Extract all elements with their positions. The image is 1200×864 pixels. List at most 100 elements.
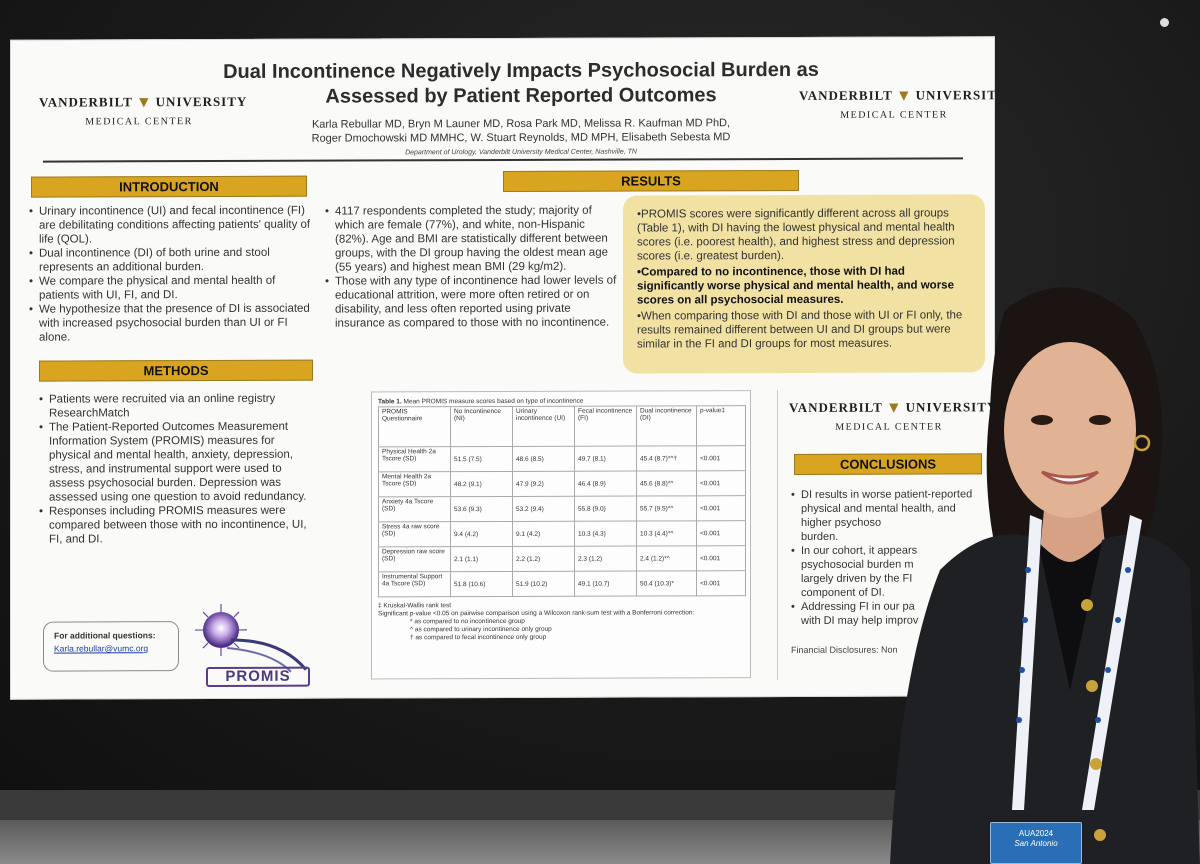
table-caption: Table 1. Mean PROMIS measure scores base… — [378, 397, 744, 406]
column-header: Fecal incontinence (FI) — [574, 406, 637, 447]
column-header: p-value‡ — [696, 405, 746, 446]
list-item: Urinary incontinence (UI) and fecal inco… — [29, 204, 311, 247]
vanderbilt-v-icon: ▼ — [135, 94, 153, 112]
contact-box: For additional questions: Karla.rebullar… — [43, 621, 179, 672]
table-cell: 51.8 (10.6) — [450, 571, 513, 597]
table-cell: 55.7 (9.5)*^ — [636, 495, 697, 522]
table-row: Physical Health 2a Tscore (SD) 51.5 (7.5… — [378, 445, 746, 472]
table-cell: 45.6 (8.8)*^ — [636, 470, 697, 497]
promis-logo-icon — [195, 603, 308, 673]
table-cell: <0.001 — [696, 470, 746, 496]
logo-word: VANDERBILT — [789, 399, 883, 415]
results-point-text: PROMIS scores were significantly differe… — [637, 207, 955, 263]
introduction-body: Urinary incontinence (UI) and fecal inco… — [29, 204, 311, 345]
table-cell: Physical Health 2a Tscore (SD) — [378, 446, 451, 472]
table-cell: 2.2 (1.2) — [512, 546, 575, 572]
table-note: Significant p-value <0.05 on pairwise co… — [378, 609, 695, 618]
column-header: No Incontinence (NI) — [450, 406, 513, 447]
list-item: Dual incontinence (DI) of both urine and… — [29, 246, 311, 275]
contact-question: For additional questions: — [54, 630, 156, 641]
logo-word: UNIVERSITY — [915, 87, 1008, 103]
table-note: † as compared to fecal incontinence only… — [410, 633, 547, 642]
title-divider — [43, 157, 963, 163]
table-cell: Stress 4a raw score (SD) — [378, 521, 451, 547]
table-cell: 55.8 (9.0) — [574, 496, 637, 522]
column-header: Urinary incontinence (UI) — [512, 406, 575, 447]
methods-header: METHODS — [39, 359, 313, 382]
column-divider — [777, 390, 778, 681]
research-poster: VANDERBILT ▼ UNIVERSITY MEDICAL CENTER VAN… — [10, 36, 1007, 700]
results-header: RESULTS — [503, 169, 799, 192]
results-table-panel: Table 1. Mean PROMIS measure scores base… — [371, 390, 751, 680]
badge-event: AUA2024 — [1018, 829, 1054, 838]
methods-body: Patients were recruited via an online re… — [39, 392, 315, 547]
vanderbilt-logo-right: VANDERBILT ▼ UNIVERSITY MEDICAL CENTER — [799, 87, 1007, 121]
table-cell: 9.4 (4.2) — [450, 521, 513, 547]
logo-subtitle: MEDICAL CENTER — [85, 116, 193, 128]
list-item: Responses including PROMIS measures were… — [39, 504, 315, 547]
table-cell: <0.001 — [696, 570, 746, 596]
list-item: The Patient-Reported Outcomes Measuremen… — [39, 420, 315, 505]
poster-title: Dual Incontinence Negatively Impacts Psy… — [223, 58, 819, 108]
table-cell: 2.1 (1.1) — [450, 546, 513, 572]
table-cell: 10.3 (4.3) — [574, 521, 637, 547]
table-cell: <0.001 — [696, 445, 746, 471]
presenter-photo — [890, 287, 1200, 864]
table-caption-text: Mean PROMIS measure scores based on type… — [401, 397, 584, 406]
table-row: Instrumental Support 4a Tscore (SD) 51.8… — [378, 570, 746, 597]
list-item: 4117 respondents completed the study; ma… — [325, 204, 619, 275]
table-row: Stress 4a raw score (SD) 9.4 (4.2) 9.1 (… — [378, 520, 746, 547]
table-cell: 10.3 (4.4)*^ — [636, 520, 697, 547]
table-cell: Mental Health 2a Tscore (SD) — [378, 471, 451, 497]
table-cell: 46.4 (8.9) — [574, 471, 637, 497]
table-row: Depression raw score (SD) 2.1 (1.1) 2.2 … — [378, 545, 746, 572]
table-cell: 48.2 (9.1) — [450, 471, 513, 497]
results-body: 4117 respondents completed the study; ma… — [325, 204, 619, 331]
promis-wordmark: PROMIS — [206, 666, 310, 688]
column-header: PROMIS Questionnaire — [378, 406, 451, 447]
table-cell: <0.001 — [696, 495, 746, 521]
introduction-header: INTRODUCTION — [31, 175, 307, 198]
table-cell: 47.9 (9.2) — [512, 471, 575, 497]
table-cell: 53.2 (9.4) — [512, 496, 575, 522]
table-cell: 9.1 (4.2) — [512, 521, 575, 547]
column-header: Dual incontinence (DI) — [636, 405, 697, 447]
contact-email-link[interactable]: Karla.rebullar@vumc.org — [54, 643, 149, 654]
table-cell: <0.001 — [696, 545, 746, 571]
table-cell: <0.001 — [696, 520, 746, 546]
badge-city: San Antonio — [1014, 839, 1058, 848]
department: Department of Urology, Vanderbilt Univer… — [405, 148, 637, 157]
table-row: Mental Health 2a Tscore (SD) 48.2 (9.1) … — [378, 470, 746, 497]
logo-word: VANDERBILT — [39, 94, 133, 110]
table-caption-label: Table 1. — [378, 398, 402, 406]
list-item: We hypothesize that the presence of DI i… — [29, 302, 311, 345]
table-cell: 49.1 (10.7) — [574, 571, 637, 597]
table-cell: 51.5 (7.5) — [450, 446, 513, 472]
table-cell: Anxiety 4a Tscore (SD) — [378, 496, 451, 522]
list-item: Patients were recruited via an online re… — [39, 392, 315, 421]
list-item: Those with any type of incontinence had … — [325, 274, 619, 331]
list-item: We compare the physical and mental healt… — [29, 274, 311, 303]
table-header-row: PROMIS Questionnaire No Incontinence (NI… — [378, 405, 746, 447]
table-cell: 53.6 (9.3) — [450, 496, 513, 522]
conference-badge: AUA2024 San Antonio — [990, 822, 1082, 864]
table-cell: 50.4 (10.3)* — [636, 570, 697, 597]
table-cell: 2.3 (1.2) — [574, 546, 637, 572]
poster-authors: Karla Rebullar MD, Bryn M Launer MD, Ros… — [241, 116, 801, 146]
table-cell: 49.7 (8.1) — [574, 446, 637, 472]
promis-scores-table: PROMIS Questionnaire No Incontinence (NI… — [378, 405, 746, 597]
table-cell: 45.4 (8.7)*^† — [636, 445, 697, 472]
table-cell: 2.4 (1.2)*^ — [636, 545, 697, 572]
results-point: •PROMIS scores were significantly differ… — [637, 207, 955, 263]
table-cell: 51.9 (10.2) — [512, 571, 575, 597]
table-notes: ‡ Kruskal-Wallis rank test Significant p… — [378, 601, 744, 642]
pushpin — [1160, 18, 1169, 27]
table-cell: 48.6 (8.5) — [512, 446, 575, 472]
logo-subtitle: MEDICAL CENTER — [840, 109, 948, 121]
table-row: Anxiety 4a Tscore (SD) 53.6 (9.3) 53.2 (… — [378, 495, 746, 522]
table-cell: Depression raw score (SD) — [378, 546, 451, 572]
vanderbilt-v-icon: ▼ — [895, 87, 913, 105]
vanderbilt-logo-left: VANDERBILT ▼ UNIVERSITY MEDICAL CENTER — [39, 94, 247, 128]
authors-line: Roger Dmochowski MD MMHC, W. Stuart Reyn… — [311, 131, 731, 145]
table-cell: Instrumental Support 4a Tscore (SD) — [378, 571, 451, 597]
